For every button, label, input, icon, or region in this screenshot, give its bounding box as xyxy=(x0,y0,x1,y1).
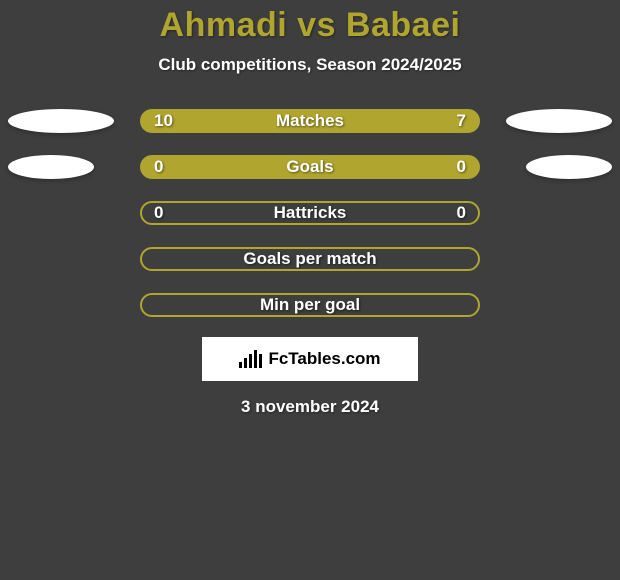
stat-bar: 0 Goals 0 xyxy=(140,155,480,179)
stat-rows: 10 Matches 7 0 Goals 0 0 Ha xyxy=(0,109,620,317)
stat-row-hattricks: 0 Hattricks 0 xyxy=(0,201,620,225)
stat-label: Min per goal xyxy=(260,295,360,315)
stat-label: Matches xyxy=(276,111,344,131)
left-ellipse-icon xyxy=(8,155,94,179)
left-ellipse-icon xyxy=(8,109,114,133)
stat-left-value: 0 xyxy=(154,203,163,223)
fctables-logo-link[interactable]: FcTables.com xyxy=(202,337,418,381)
right-ellipse-icon xyxy=(526,155,612,179)
comparison-card: Ahmadi vs Babaei Club competitions, Seas… xyxy=(0,0,620,580)
stat-right-value: 7 xyxy=(457,111,466,131)
stat-row-matches: 10 Matches 7 xyxy=(0,109,620,133)
title: Ahmadi vs Babaei xyxy=(0,0,620,45)
stat-label: Goals xyxy=(286,157,333,177)
stat-row-goals-per-match: Goals per match xyxy=(0,247,620,271)
stat-label: Hattricks xyxy=(274,203,347,223)
stat-bar: Min per goal xyxy=(140,293,480,317)
stat-row-goals: 0 Goals 0 xyxy=(0,155,620,179)
logo-bars-icon xyxy=(239,350,262,368)
stat-right-value: 0 xyxy=(457,157,466,177)
logo-text: FcTables.com xyxy=(268,349,380,369)
stat-bar: 10 Matches 7 xyxy=(140,109,480,133)
stat-row-min-per-goal: Min per goal xyxy=(0,293,620,317)
stat-left-value: 0 xyxy=(154,157,163,177)
date-text: 3 november 2024 xyxy=(0,397,620,417)
stat-left-value: 10 xyxy=(154,111,173,131)
stat-bar: Goals per match xyxy=(140,247,480,271)
right-ellipse-icon xyxy=(506,109,612,133)
stat-right-value: 0 xyxy=(457,203,466,223)
stat-label: Goals per match xyxy=(243,249,376,269)
subtitle: Club competitions, Season 2024/2025 xyxy=(0,55,620,75)
stat-bar: 0 Hattricks 0 xyxy=(140,201,480,225)
